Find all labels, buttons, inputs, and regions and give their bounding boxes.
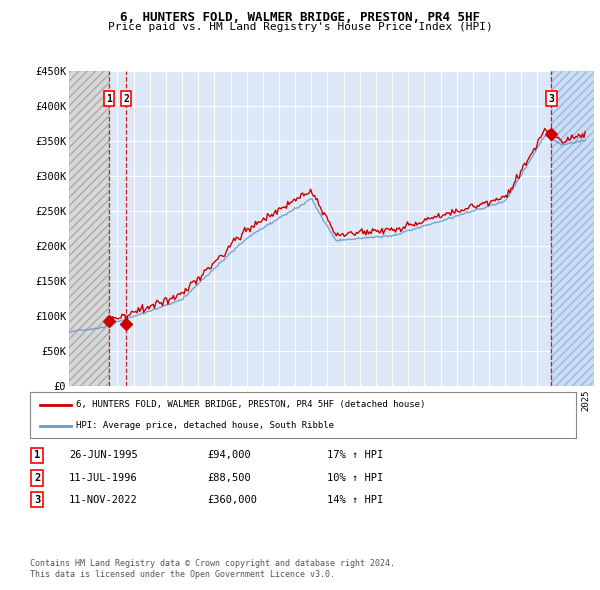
Text: 11-JUL-1996: 11-JUL-1996 (69, 473, 138, 483)
Text: £88,500: £88,500 (207, 473, 251, 483)
Bar (551, 71, 594, 386)
Text: 10% ↑ HPI: 10% ↑ HPI (327, 473, 383, 483)
Text: 2: 2 (34, 473, 40, 483)
Text: 6, HUNTERS FOLD, WALMER BRIDGE, PRESTON, PR4 5HF (detached house): 6, HUNTERS FOLD, WALMER BRIDGE, PRESTON,… (76, 400, 426, 409)
Text: 1: 1 (106, 94, 112, 104)
Text: Price paid vs. HM Land Registry's House Price Index (HPI): Price paid vs. HM Land Registry's House … (107, 22, 493, 32)
Text: 17% ↑ HPI: 17% ↑ HPI (327, 451, 383, 460)
Text: This data is licensed under the Open Government Licence v3.0.: This data is licensed under the Open Gov… (30, 571, 335, 579)
Text: £94,000: £94,000 (207, 451, 251, 460)
Text: 3: 3 (34, 495, 40, 504)
Text: 11-NOV-2022: 11-NOV-2022 (69, 495, 138, 504)
Bar (551, 71, 594, 386)
Text: 14% ↑ HPI: 14% ↑ HPI (327, 495, 383, 504)
Text: HPI: Average price, detached house, South Ribble: HPI: Average price, detached house, Sout… (76, 421, 334, 430)
Text: £360,000: £360,000 (207, 495, 257, 504)
Text: 6, HUNTERS FOLD, WALMER BRIDGE, PRESTON, PR4 5HF: 6, HUNTERS FOLD, WALMER BRIDGE, PRESTON,… (120, 11, 480, 24)
Text: Contains HM Land Registry data © Crown copyright and database right 2024.: Contains HM Land Registry data © Crown c… (30, 559, 395, 568)
Bar (69, 71, 109, 386)
Bar (69, 71, 109, 386)
Text: 3: 3 (548, 94, 554, 104)
Text: 1: 1 (34, 451, 40, 460)
Text: 26-JUN-1995: 26-JUN-1995 (69, 451, 138, 460)
Text: 2: 2 (123, 94, 129, 104)
